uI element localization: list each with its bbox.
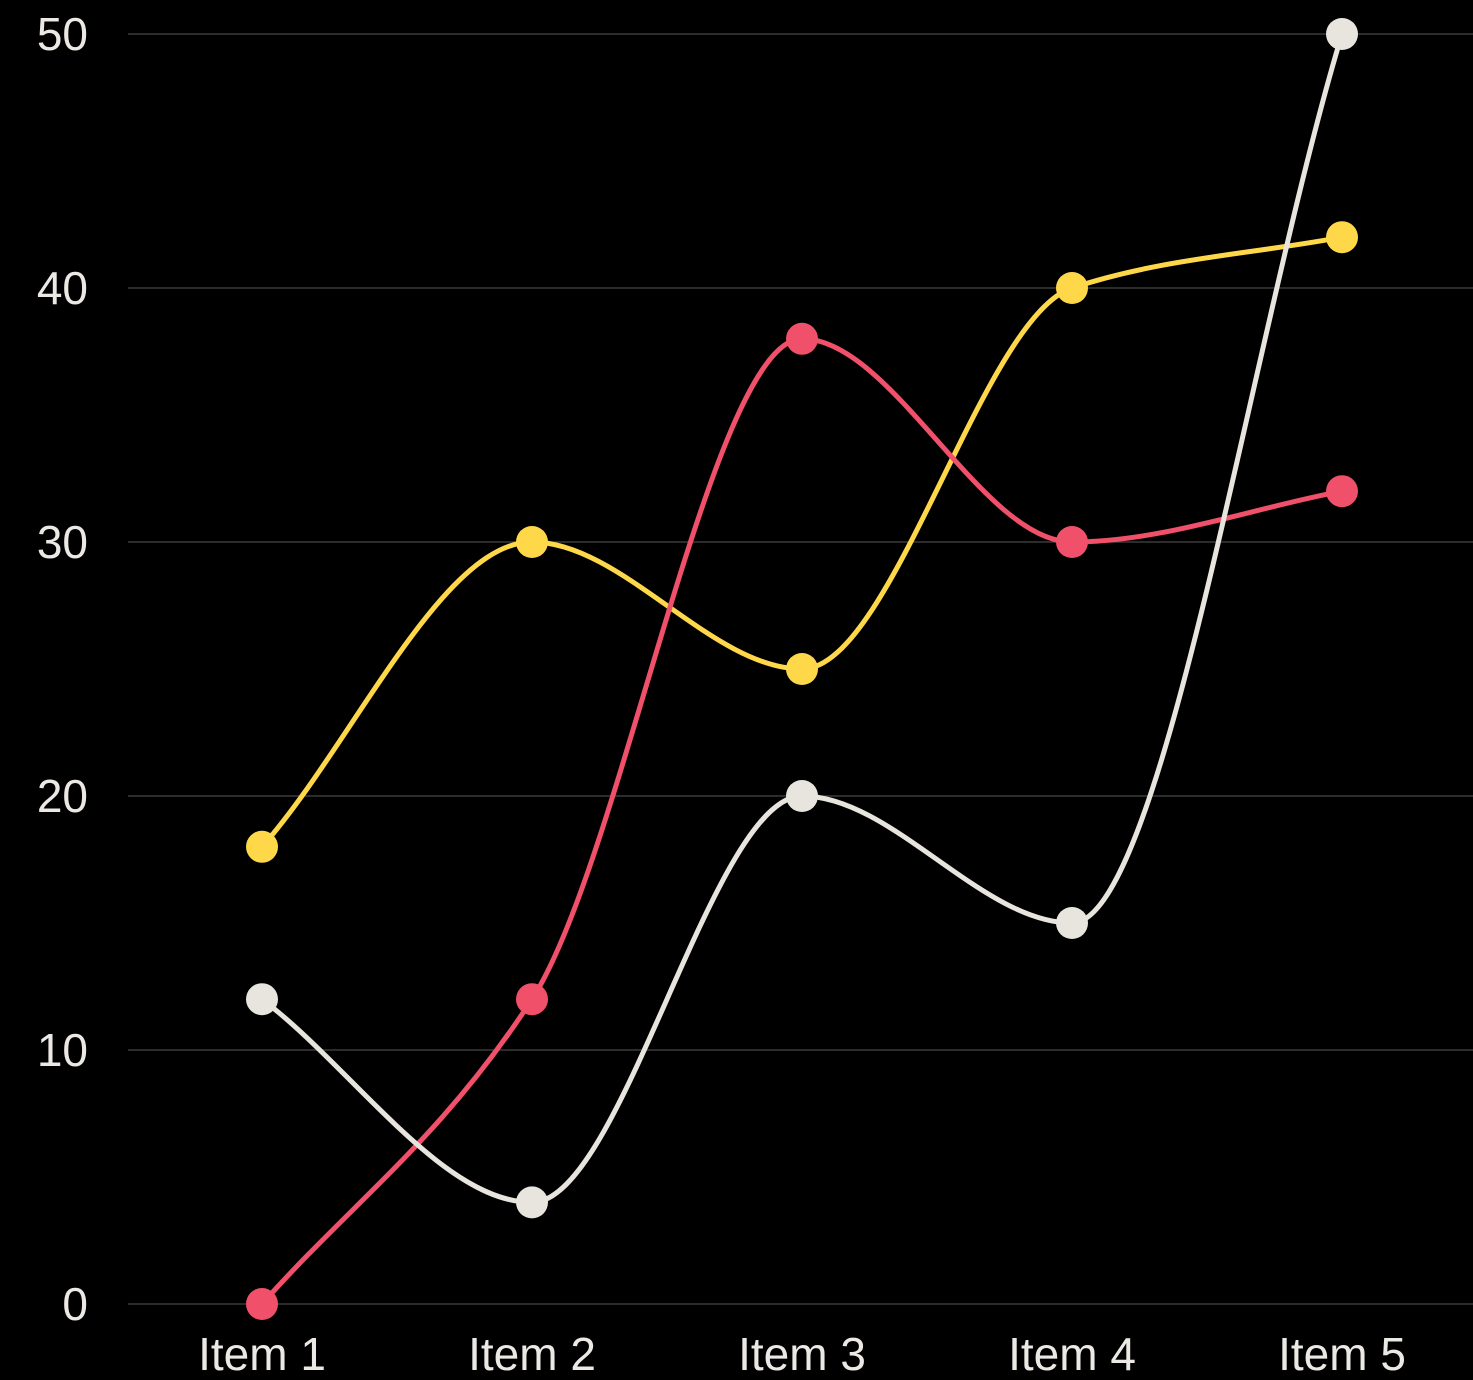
data-point-series-3-item-2 (516, 1186, 548, 1219)
data-point-series-2-item-2 (516, 983, 548, 1016)
data-point-series-3-item-1 (246, 983, 278, 1016)
series-line-2 (259, 336, 1345, 1307)
data-point-series-2-item-1 (246, 1288, 278, 1320)
y-axis-tick-labels: 0 10 20 30 40 50 (37, 8, 88, 1330)
x-tick-label: Item 4 (1008, 1328, 1136, 1380)
data-point-series-2-item-4 (1056, 526, 1088, 558)
series-points (246, 18, 1358, 1320)
x-axis-tick-labels: Item 1 Item 2 Item 3 Item 4 Item 5 (198, 1328, 1406, 1380)
data-point-series-1-item-4 (1056, 272, 1088, 304)
data-point-series-1-item-3 (786, 653, 818, 685)
x-tick-label: Item 2 (468, 1328, 596, 1380)
data-point-series-3-item-5 (1326, 18, 1358, 50)
data-point-series-1-item-1 (246, 830, 278, 863)
y-tick-label: 0 (62, 1278, 88, 1330)
data-point-series-3-item-4 (1056, 907, 1088, 939)
y-tick-label: 40 (37, 262, 88, 314)
data-point-series-3-item-3 (786, 780, 818, 812)
data-point-series-1-item-2 (516, 526, 548, 558)
x-tick-label: Item 5 (1278, 1328, 1406, 1380)
data-point-series-1-item-5 (1326, 221, 1358, 254)
y-tick-label: 50 (37, 8, 88, 60)
data-point-series-2-item-5 (1326, 475, 1358, 508)
y-tick-label: 20 (37, 770, 88, 822)
series-line-3 (259, 31, 1345, 1205)
y-tick-label: 30 (37, 516, 88, 568)
x-tick-label: Item 1 (198, 1328, 326, 1380)
y-tick-label: 10 (37, 1024, 88, 1076)
x-tick-label: Item 3 (738, 1328, 866, 1380)
data-point-series-2-item-3 (786, 322, 818, 355)
